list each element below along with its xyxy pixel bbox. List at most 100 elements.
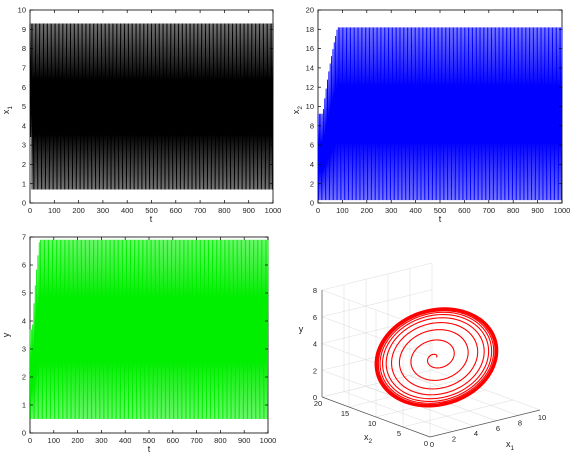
ytick-label-x1: 1 [22, 179, 26, 188]
xtick-label-3d: 2 [452, 435, 456, 444]
xtick-label-y: 500 [143, 436, 156, 445]
ytick-label-y: 1 [22, 401, 26, 410]
ytick-label-3d: 15 [341, 409, 349, 418]
x1-axis [429, 409, 541, 438]
xtick-label-x1: 800 [218, 206, 231, 215]
ylabel-x2: x2 [291, 106, 304, 115]
xtick-label-x1: 300 [97, 206, 110, 215]
xtick-label-x2: 100 [336, 206, 349, 215]
ytick-label-x2: 6 [310, 141, 314, 150]
x2-axis [321, 396, 431, 438]
zlabel-3d: y [299, 324, 304, 334]
ylabel-x2-sub: 2 [297, 106, 304, 110]
xtick-label-y: 1000 [260, 436, 277, 445]
xtick-label-y: 400 [119, 436, 132, 445]
xtick-label-x2: 400 [409, 206, 422, 215]
ytick-label-y: 3 [22, 345, 26, 354]
ytick-label-y: 4 [22, 317, 26, 326]
ytick-label-x2: 10 [306, 102, 314, 111]
grid-line [321, 316, 431, 358]
series-line-x1 [29, 23, 274, 190]
xtick-label-y: 600 [167, 436, 180, 445]
ytick-label-x1: 9 [22, 25, 26, 34]
series-x1 [29, 23, 274, 190]
xtick-label-x2: 900 [531, 206, 544, 215]
ytick-label-3d: 0 [424, 439, 428, 448]
ytick-label-x2: 4 [310, 160, 314, 169]
ytick-label-x1: 3 [22, 141, 26, 150]
xtick-label-x2: 700 [483, 206, 496, 215]
xtick-label-x1: 500 [145, 206, 158, 215]
xtick-label-3d: 0 [430, 440, 434, 449]
grid-line [348, 379, 460, 408]
xtick-label-x2: 300 [385, 206, 398, 215]
xlabel-x2: t [439, 214, 442, 224]
ylabel-x1-main: x [1, 109, 11, 114]
ztick-label-3d: 8 [313, 286, 317, 295]
chart-panel-y: 0 100 200 300 400 500 600 700 800 900 1000 0 1 2 3 4 5 6 7… [1, 233, 276, 454]
xtick-label-x1: 0 [28, 206, 32, 215]
ticks-x1: 0 100 200 300 400 500 600 700 800 900 1000 0 1 2 3 4 5 6 7… [18, 6, 282, 215]
xtick-label-x2: 0 [316, 206, 320, 215]
ytick-label-x2: 8 [310, 121, 314, 130]
xtick-label-3d: 6 [496, 424, 500, 433]
xtick-label-x2: 1000 [554, 206, 571, 215]
ylabel-y: y [1, 332, 11, 337]
xtick-label-y: 800 [214, 436, 227, 445]
xlabel-y: t [148, 444, 151, 454]
grid-line [321, 289, 433, 318]
xtick-label-x1: 100 [48, 206, 61, 215]
grid-line [321, 369, 433, 398]
series-line-x2 [317, 27, 563, 201]
ylabel-3d-main: x [364, 432, 369, 442]
xtick-label-3d: 8 [518, 418, 522, 427]
grid-line [321, 262, 433, 291]
ytick-label-3d: 5 [397, 429, 401, 438]
ylabel-x1: x1 [1, 106, 14, 115]
grid-line [321, 289, 431, 331]
ytick-label-x1: 5 [22, 102, 26, 111]
axes-box-3d [321, 262, 541, 438]
ytick-label-x1: 6 [22, 83, 26, 92]
xtick-label-x1: 200 [72, 206, 85, 215]
xtick-label-y: 0 [28, 436, 32, 445]
ytick-label-x1: 2 [22, 160, 26, 169]
ytick-label-3d: 10 [368, 419, 376, 428]
ytick-label-y: 2 [22, 373, 26, 382]
xtick-label-x1: 600 [170, 206, 183, 215]
xtick-label-x2: 200 [361, 206, 374, 215]
xtick-label-y: 900 [238, 436, 251, 445]
ytick-label-x2: 16 [306, 44, 314, 53]
ytick-label-x2: 18 [306, 25, 314, 34]
ytick-label-x1: 7 [22, 64, 26, 73]
xtick-label-3d: 4 [474, 429, 478, 438]
series-x2 [317, 27, 563, 201]
xlabel-3d: x1 [506, 439, 515, 452]
ticks-x2: 0 100 200 300 400 500 600 700 800 900 1000 0 2 4 6 8 10 1… [306, 6, 571, 215]
xlabel-3d-sub: 1 [510, 445, 514, 452]
ytick-label-x2: 14 [306, 64, 314, 73]
series-3d [374, 307, 499, 408]
xtick-label-x2: 800 [507, 206, 520, 215]
grid-line [402, 399, 514, 428]
ytick-label-3d: 20 [314, 399, 322, 408]
xlabel-3d-main: x [506, 439, 511, 449]
ztick-label-3d: 2 [313, 366, 317, 375]
xlabel-x1: t [150, 214, 153, 224]
ztick-label-3d: 0 [313, 393, 317, 402]
ytick-label-y: 0 [22, 429, 26, 438]
ylabel-x1-sub: 1 [7, 106, 14, 110]
ytick-label-y: 5 [22, 289, 26, 298]
ylabel-3d-sub: 2 [368, 438, 372, 445]
ytick-label-y: 6 [22, 261, 26, 270]
ylabel-3d: x2 [364, 432, 373, 445]
ytick-label-y: 7 [22, 233, 26, 242]
ytick-label-x2: 12 [306, 83, 314, 92]
chart-panel-x1: 0 100 200 300 400 500 600 700 800 900 1000 0 1 2 3 4 5 6 7… [1, 6, 281, 224]
ytick-label-x2: 0 [310, 199, 314, 208]
ytick-label-x2: 20 [306, 6, 314, 15]
xtick-label-y: 200 [71, 436, 84, 445]
ytick-label-x1: 0 [22, 199, 26, 208]
